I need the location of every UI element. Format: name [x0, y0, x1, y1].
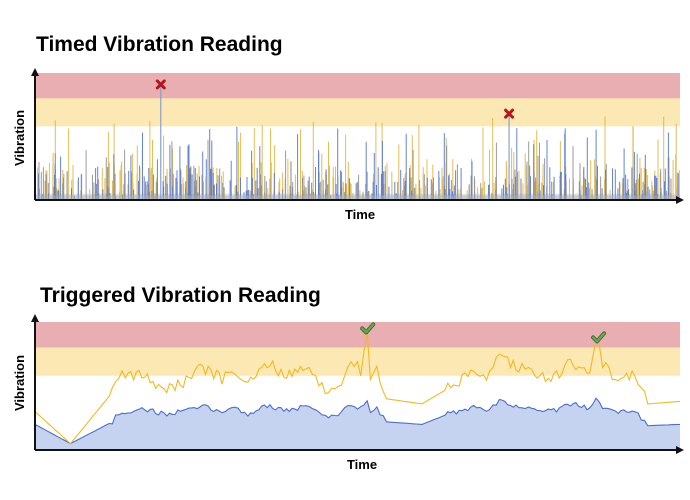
series-1-area — [35, 398, 680, 450]
x-axis-arrow — [676, 196, 684, 204]
series-2-baseline — [35, 196, 680, 200]
alarm-band — [35, 73, 680, 99]
y-axis-label: Vibration — [12, 110, 27, 166]
check-icon — [591, 331, 607, 344]
cross-icon — [504, 108, 515, 119]
x-axis-arrow — [676, 446, 684, 454]
chart-title: Triggered Vibration Reading — [40, 284, 321, 307]
check-icon — [360, 322, 376, 335]
timed-vibration-chart: Time Vibration — [12, 68, 684, 222]
series-1-line — [34, 397, 681, 445]
triggered-vibration-chart: Time Vibration — [12, 314, 684, 472]
alarm-band — [35, 322, 680, 348]
series-0-line — [34, 331, 681, 445]
x-axis-label: Time — [347, 457, 377, 472]
x-axis-label: Time — [345, 207, 375, 222]
series-2-spikes — [38, 139, 672, 200]
warning-band — [35, 98, 680, 127]
y-axis-arrow — [31, 314, 39, 322]
chart-title: Timed Vibration Reading — [36, 33, 283, 56]
timed-vibration-panel: Timed Vibration Reading Time Vibration — [12, 33, 684, 222]
y-axis-label: Vibration — [12, 355, 27, 411]
cross-icon — [155, 79, 166, 90]
triggered-vibration-panel: Triggered Vibration Reading Time Vibrati… — [0, 250, 690, 500]
y-axis-arrow — [31, 68, 39, 76]
